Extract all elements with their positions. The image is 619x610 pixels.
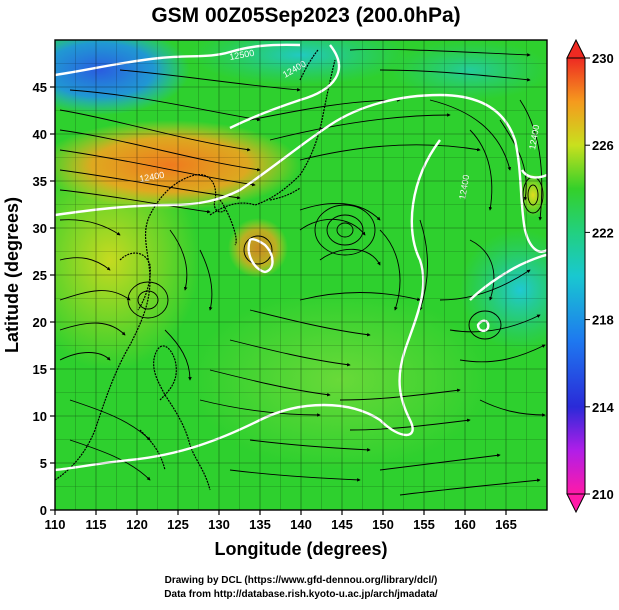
y-tick-label: 10 [33,409,47,424]
x-tick-label: 165 [495,517,517,532]
x-axis-title: Longitude (degrees) [214,539,387,559]
light-green-region [190,290,490,470]
y-tick-label: 0 [40,503,47,518]
lat-lon-grid [55,40,547,510]
y-axis: 0 5 10 15 20 25 30 35 40 45 [33,80,55,518]
coastlines [55,49,336,491]
chart-title: GSM 00Z05Sep2023 (200.0hPa) [151,4,460,27]
y-tick-label: 25 [33,268,47,283]
colorbar-scale [566,57,586,495]
x-tick-label: 125 [167,517,189,532]
cold-region-northwest [55,40,190,115]
credit-drawing: Drawing by DCL (https://www.gfd-dennou.o… [165,575,438,586]
contour-label: 12400 [139,170,165,184]
colorbar-tick-label: 226 [592,138,614,153]
map-plot-area: 12400 12400 12500 12400 12400 [55,40,547,510]
x-tick-label: 130 [208,517,230,532]
colorbar-tick-label: 210 [592,487,614,502]
x-axis: 110 115 120 125 130 135 140 145 150 155 160 165 [45,510,517,532]
x-tick-label: 140 [290,517,312,532]
y-tick-label: 30 [33,221,47,236]
vortex-circulations [127,176,544,340]
x-tick-label: 150 [372,517,394,532]
warm-region-north [55,120,300,210]
colorbar-tick-label: 222 [592,225,614,240]
y-tick-label: 45 [33,80,47,95]
colorbar-bottom-arrow [566,493,586,514]
x-tick-label: 155 [413,517,435,532]
cold-region-north [190,40,410,85]
y-tick-label: 5 [40,456,47,471]
x-tick-label: 135 [249,517,271,532]
x-tick-label: 120 [126,517,148,532]
geopotential-contours [55,43,547,472]
wind-streamlines [59,49,546,496]
y-axis-title: Latitude (degrees) [2,197,22,353]
colorbar-tick-label: 218 [592,313,614,328]
y-tick-label: 40 [33,127,47,142]
colorbar-tick-label: 214 [592,400,614,415]
contour-labels: 12400 12400 12500 12400 12400 [139,48,542,201]
y-tick-label: 35 [33,174,47,189]
cyan-region-northeast [390,40,547,100]
y-tick-label: 15 [33,362,47,377]
colorbar: 210 214 218 222 226 230 [566,38,614,514]
contour-label: 12400 [457,174,471,200]
x-tick-label: 115 [86,517,107,532]
x-tick-label: 110 [45,517,66,532]
y-tick-label: 20 [33,315,47,330]
colorbar-top-arrow [566,38,586,59]
x-tick-label: 160 [454,517,476,532]
colorbar-tick-label: 230 [592,51,614,66]
contour-label: 12500 [229,48,255,62]
credit-data-source: Data from http://database.rish.kyoto-u.a… [164,589,438,600]
x-tick-label: 145 [331,517,353,532]
contour-label: 12400 [527,124,541,150]
